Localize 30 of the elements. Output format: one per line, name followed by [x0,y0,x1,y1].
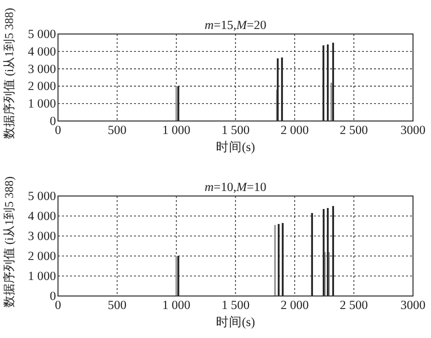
x-tick-label: 1 500 [221,298,250,312]
y-tick-label: 1 000 [28,96,56,111]
x-tick-label: 2 500 [340,298,368,312]
x-tick-label: 500 [108,298,127,312]
y-tick-label: 2 000 [28,79,56,94]
x-tick-label: 1 000 [162,123,190,137]
y-tick-label: 2 000 [28,249,56,263]
x-tick-label: 1 500 [221,123,250,137]
x-tick-label: 1 000 [162,298,190,312]
y-axis-title: 数据序列值 (i从1到5 388) [2,176,16,308]
chart-title: m=10,M=10 [204,180,266,194]
y-tick-label: 4 000 [28,209,56,223]
y-tick-label: 3 000 [28,229,56,243]
x-tick-label: 500 [108,123,127,137]
x-axis-title: 时间(s) [216,315,256,329]
y-tick-label: 0 [50,114,56,128]
x-tick-label: 3000 [400,123,426,137]
y-tick-label: 0 [50,289,56,303]
y-tick-label: 5 000 [28,189,56,203]
chart-title: m=15,M=20 [204,18,266,32]
y-tick-label: 4 000 [28,44,56,58]
y-tick-label: 1 000 [28,269,56,283]
x-axis-title: 时间(s) [216,140,256,154]
x-tick-label: 2 000 [280,298,309,312]
x-tick-label: 2 000 [280,123,309,137]
y-axis-title: 数据序列值 (i从1到5 388) [2,8,16,140]
x-tick-label: 2 500 [340,123,368,137]
x-tick-label: 3000 [400,298,426,312]
y-tick-label: 5 000 [28,27,56,41]
y-tick-label: 3 000 [28,62,56,76]
